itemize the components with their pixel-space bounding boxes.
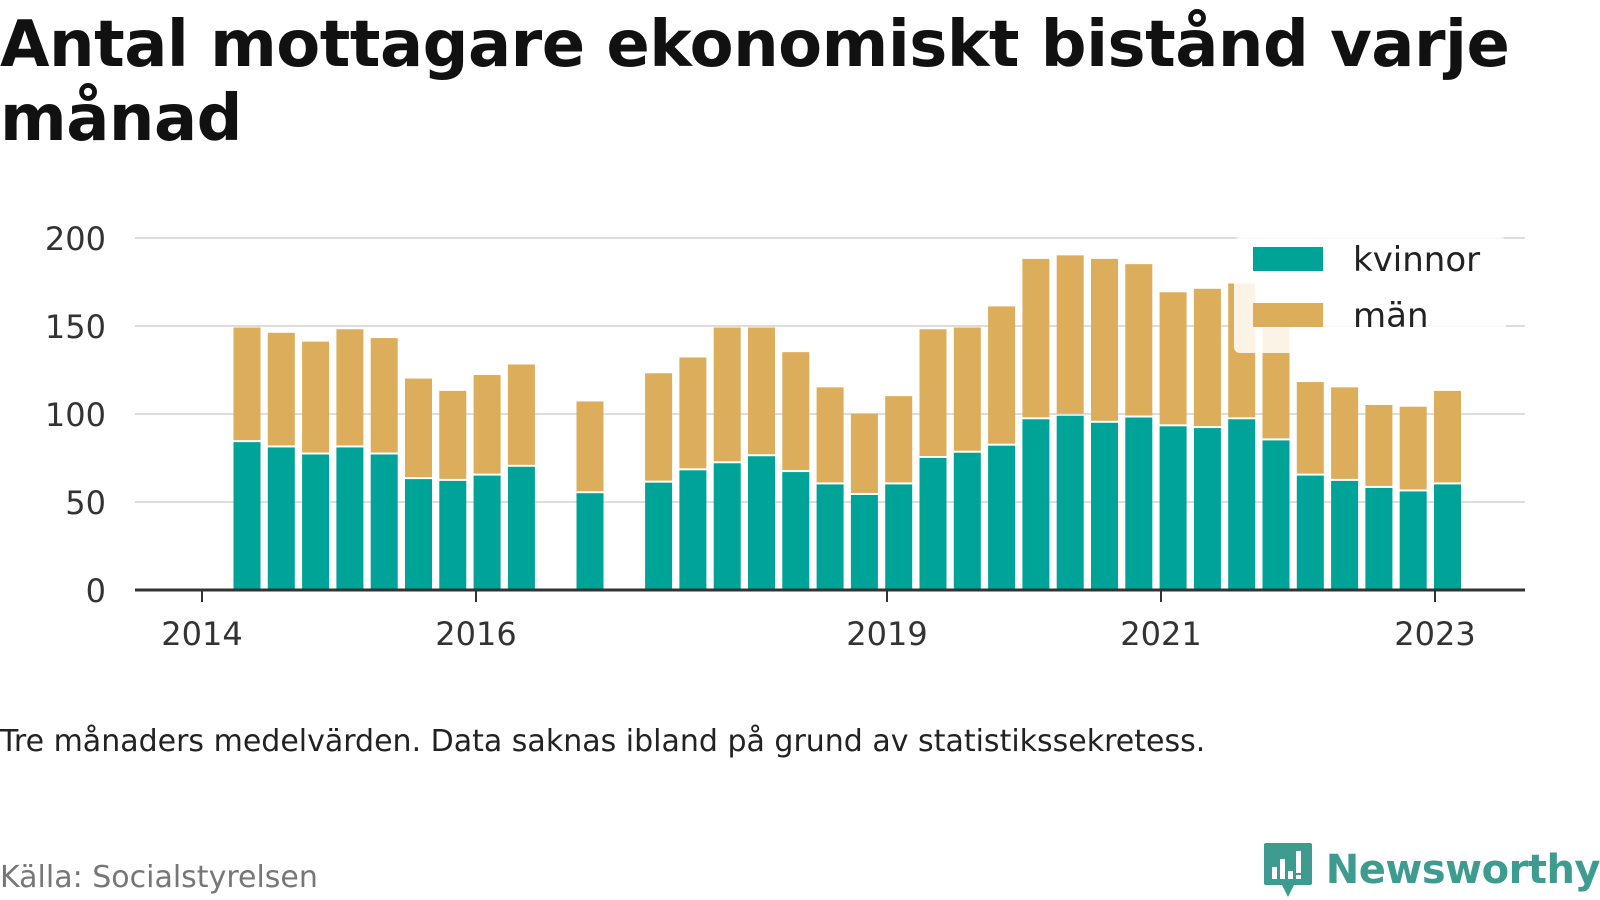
bar-man xyxy=(405,378,432,478)
bar-kvinnor xyxy=(439,480,467,590)
legend-label: kvinnor xyxy=(1353,240,1480,280)
bar-kvinnor xyxy=(748,456,775,590)
bar-man xyxy=(1434,390,1461,483)
bar-kvinnor xyxy=(302,454,330,590)
y-tick-label: 0 xyxy=(86,572,106,610)
stacked-bar-chart: 0 50 100 150 200 2014 2016 2019 2021 2023 kvinnor m… xyxy=(45,220,1525,653)
bar-kvinnor xyxy=(1125,417,1153,590)
chart-note: Tre månaders medelvärden. Data saknas ib… xyxy=(0,724,1206,759)
bar-man xyxy=(473,375,501,474)
source-label: Källa: Socialstyrelsen xyxy=(0,860,318,895)
bar-kvinnor xyxy=(885,484,913,590)
bar-kvinnor xyxy=(233,442,261,590)
bar-man xyxy=(507,364,535,465)
bar-kvinnor xyxy=(919,458,947,590)
bar-kvinnor xyxy=(679,470,707,590)
bar-man xyxy=(1296,382,1324,474)
bar-kvinnor xyxy=(988,445,1016,590)
bar-man xyxy=(1399,406,1427,490)
x-tick-label: 2021 xyxy=(1120,615,1201,653)
bar-kvinnor xyxy=(782,472,810,590)
bar-kvinnor xyxy=(1331,480,1359,590)
bar-man xyxy=(336,329,364,446)
bar-man xyxy=(1056,255,1084,414)
bar-man xyxy=(748,327,775,455)
bar-man xyxy=(370,338,398,453)
y-tick-label: 200 xyxy=(45,220,106,258)
bar-man xyxy=(1022,258,1050,418)
legend: kvinnor män xyxy=(1234,237,1506,353)
brand-logo[interactable]: Newsworthy xyxy=(1262,840,1600,900)
chart-title: Antal mottagare ekonomiskt bistånd varje… xyxy=(0,8,1510,156)
bar-man xyxy=(1091,258,1118,421)
bar-kvinnor xyxy=(370,454,398,590)
bar-man xyxy=(850,413,878,493)
bar-chart-speech-bubble-icon xyxy=(1263,843,1312,897)
x-tick-label: 2016 xyxy=(435,615,516,653)
bar-kvinnor xyxy=(336,447,364,590)
bar-man xyxy=(988,306,1016,444)
bar-kvinnor xyxy=(1022,419,1050,590)
bar-kvinnor xyxy=(1091,422,1118,590)
y-tick-label: 150 xyxy=(45,308,106,346)
bar-man xyxy=(233,327,261,441)
bar-man xyxy=(953,327,981,451)
bar-kvinnor xyxy=(507,466,535,590)
bar-man xyxy=(267,332,295,446)
bar-kvinnor xyxy=(1399,491,1427,590)
bar-kvinnor xyxy=(1296,475,1324,590)
legend-swatch xyxy=(1253,247,1323,271)
bar-kvinnor xyxy=(1159,426,1187,590)
bar-kvinnor xyxy=(1262,440,1290,590)
bar-man xyxy=(713,327,741,462)
bar-kvinnor xyxy=(1365,487,1393,590)
bar-kvinnor xyxy=(953,452,981,590)
bar-man xyxy=(1125,264,1153,416)
bar-man xyxy=(885,396,913,483)
brand-name: Newsworthy xyxy=(1325,847,1600,893)
bar-kvinnor xyxy=(816,484,844,590)
bar-kvinnor xyxy=(1193,428,1221,590)
bar-kvinnor xyxy=(645,482,673,590)
bar-kvinnor xyxy=(405,479,432,590)
x-tick-label: 2014 xyxy=(161,615,242,653)
x-tick-label: 2023 xyxy=(1394,615,1475,653)
bar-man xyxy=(645,373,673,481)
x-tick-label: 2019 xyxy=(846,615,927,653)
bar-man xyxy=(1331,387,1359,479)
bar-kvinnor xyxy=(713,463,741,590)
bars xyxy=(233,255,1461,590)
bar-man xyxy=(439,390,467,479)
bar-man xyxy=(1193,288,1221,427)
bar-kvinnor xyxy=(1228,419,1256,590)
bar-kvinnor xyxy=(850,494,878,590)
bar-man xyxy=(919,329,947,456)
bar-man xyxy=(679,357,707,469)
bar-kvinnor xyxy=(1056,415,1084,590)
bar-man xyxy=(1159,292,1187,425)
bar-man xyxy=(1365,404,1393,486)
bar-kvinnor xyxy=(473,475,501,590)
legend-label: män xyxy=(1353,296,1429,336)
bar-kvinnor xyxy=(576,493,604,590)
bar-kvinnor xyxy=(267,447,295,590)
y-tick-label: 100 xyxy=(45,396,106,434)
bar-man xyxy=(576,401,604,492)
bar-man xyxy=(782,352,810,471)
bar-man xyxy=(302,341,330,453)
legend-swatch xyxy=(1253,303,1323,327)
bar-man xyxy=(816,387,844,483)
y-tick-label: 50 xyxy=(65,484,106,522)
bar-kvinnor xyxy=(1434,484,1461,590)
